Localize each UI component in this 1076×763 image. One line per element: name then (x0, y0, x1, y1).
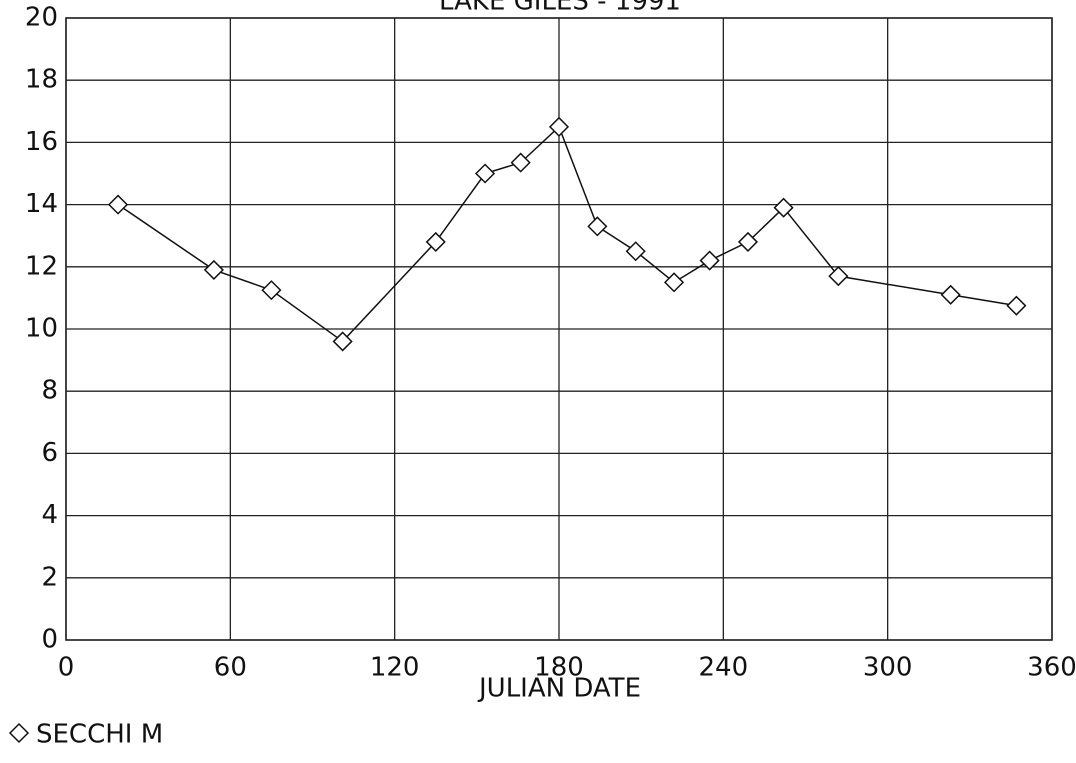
data-point (425, 231, 446, 252)
data-point (203, 259, 224, 280)
y-tick-label: 8 (41, 376, 58, 406)
y-tick-label: 10 (25, 314, 58, 344)
series-line (117, 125, 1017, 343)
x-tick-label: 60 (214, 653, 247, 683)
data-point (548, 116, 570, 137)
data-point (773, 197, 794, 218)
x-tick-label: 240 (699, 653, 749, 683)
y-tick-label: 16 (25, 127, 58, 157)
y-tick-label: 20 (25, 3, 58, 33)
data-point (625, 241, 646, 262)
legend-label: SECCHI M (36, 720, 163, 750)
y-tick-label: 6 (41, 438, 58, 468)
data-point (474, 163, 496, 184)
x-tick-label: 120 (370, 653, 420, 683)
y-tick-label: 0 (41, 625, 58, 655)
data-point (332, 331, 353, 352)
y-tick-label: 12 (25, 251, 58, 281)
data-point (510, 152, 531, 173)
x-axis-label: JULIAN DATE (477, 674, 641, 704)
y-tick-label: 4 (41, 500, 58, 530)
x-tick-label: 0 (58, 653, 75, 683)
data-point (261, 280, 282, 301)
data-point (737, 231, 759, 252)
y-tick-label: 18 (25, 65, 58, 95)
data-point (1006, 295, 1027, 316)
data-point (699, 250, 720, 271)
data-point (107, 194, 129, 215)
x-tick-label: 300 (863, 653, 913, 683)
chart-title: LAKE GILES - 1991 (439, 0, 681, 17)
x-tick-label: 360 (1027, 653, 1076, 683)
data-point (940, 284, 961, 305)
data-point (587, 216, 608, 237)
data-point (828, 266, 849, 287)
data-point (663, 272, 685, 293)
legend-symbol (8, 722, 30, 744)
x-tick-label: 180 (534, 653, 584, 683)
y-tick-label: 2 (41, 562, 58, 592)
y-tick-label: 14 (25, 189, 58, 219)
